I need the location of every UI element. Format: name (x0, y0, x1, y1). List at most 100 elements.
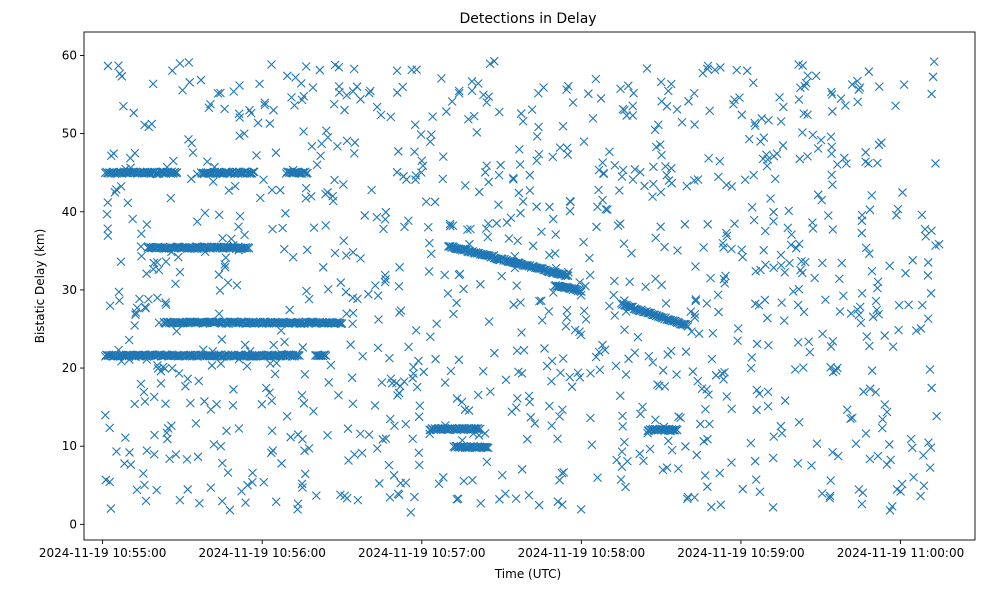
data-point (797, 268, 807, 278)
data-point (687, 327, 697, 337)
data-point (349, 148, 359, 158)
data-point (917, 300, 927, 310)
data-point (648, 192, 657, 202)
data-point (662, 101, 672, 111)
y-tick-label: 50 (62, 127, 77, 141)
data-point (623, 456, 632, 466)
data-point (171, 279, 180, 289)
data-point (682, 181, 692, 191)
data-point (839, 153, 849, 163)
data-point (706, 273, 715, 283)
data-point (733, 324, 743, 333)
data-point (757, 114, 767, 123)
data-point (763, 401, 773, 411)
data-point (673, 464, 683, 473)
data-point (553, 434, 562, 444)
data-point (240, 230, 249, 240)
data-point (735, 93, 744, 103)
data-point (904, 300, 913, 310)
data-point (768, 453, 778, 463)
data-point (286, 432, 295, 442)
data-point (619, 437, 629, 447)
data-point (347, 373, 357, 383)
y-tick-label: 10 (62, 439, 77, 453)
data-point (928, 72, 938, 82)
data-point (839, 291, 848, 301)
data-point (575, 372, 585, 382)
data-point (251, 351, 260, 361)
data-point (511, 403, 521, 412)
data-point (152, 169, 162, 179)
data-point (253, 118, 263, 128)
data-point (378, 435, 388, 444)
data-point (661, 299, 671, 308)
data-point (172, 326, 182, 336)
data-point (411, 171, 421, 180)
data-point (518, 197, 528, 206)
data-point (161, 298, 171, 307)
data-point (333, 141, 342, 151)
data-point (268, 446, 278, 455)
data-point (732, 65, 742, 75)
data-point (720, 367, 729, 377)
data-point (385, 414, 395, 424)
data-point (871, 296, 881, 306)
data-point (826, 476, 836, 485)
data-point (931, 241, 940, 250)
data-point (485, 387, 495, 397)
data-point (139, 387, 149, 397)
data-point (271, 497, 281, 507)
data-point (882, 460, 892, 469)
data-point (116, 257, 126, 267)
data-point (609, 276, 619, 286)
data-point (516, 298, 525, 307)
data-point (769, 263, 779, 273)
data-point (224, 186, 234, 195)
data-point (329, 99, 339, 109)
data-point (472, 127, 482, 137)
data-point (154, 318, 164, 328)
data-point (748, 78, 758, 88)
data-point (749, 170, 759, 180)
data-point (857, 216, 867, 226)
data-point (924, 438, 933, 448)
data-point (663, 436, 673, 446)
data-point (825, 491, 835, 501)
data-point (617, 172, 627, 182)
data-point (810, 273, 820, 283)
data-point (216, 88, 225, 98)
data-point (828, 447, 837, 457)
data-point (207, 361, 217, 370)
data-point (769, 217, 778, 226)
data-point (828, 337, 838, 346)
data-point (414, 448, 424, 458)
data-point (210, 162, 219, 172)
data-point (733, 336, 742, 346)
data-point (769, 432, 779, 442)
data-point (443, 242, 453, 251)
data-point (434, 479, 444, 489)
data-point (847, 80, 857, 89)
data-point (517, 328, 526, 337)
data-point (400, 222, 409, 232)
data-point (536, 296, 546, 306)
data-point (612, 455, 622, 465)
data-point (299, 91, 309, 101)
data-point (772, 149, 782, 159)
data-point (431, 354, 440, 364)
data-point (248, 468, 257, 478)
data-point (714, 172, 723, 182)
data-point (842, 405, 852, 415)
data-point (367, 185, 376, 195)
data-point (742, 66, 752, 76)
data-point (481, 224, 491, 234)
data-point (480, 442, 490, 452)
data-point (791, 243, 801, 253)
data-point (449, 309, 458, 319)
data-point (300, 370, 310, 379)
data-point (459, 476, 469, 486)
data-point (827, 170, 837, 180)
data-point (617, 447, 627, 456)
data-point (801, 78, 811, 88)
data-point (216, 441, 226, 451)
